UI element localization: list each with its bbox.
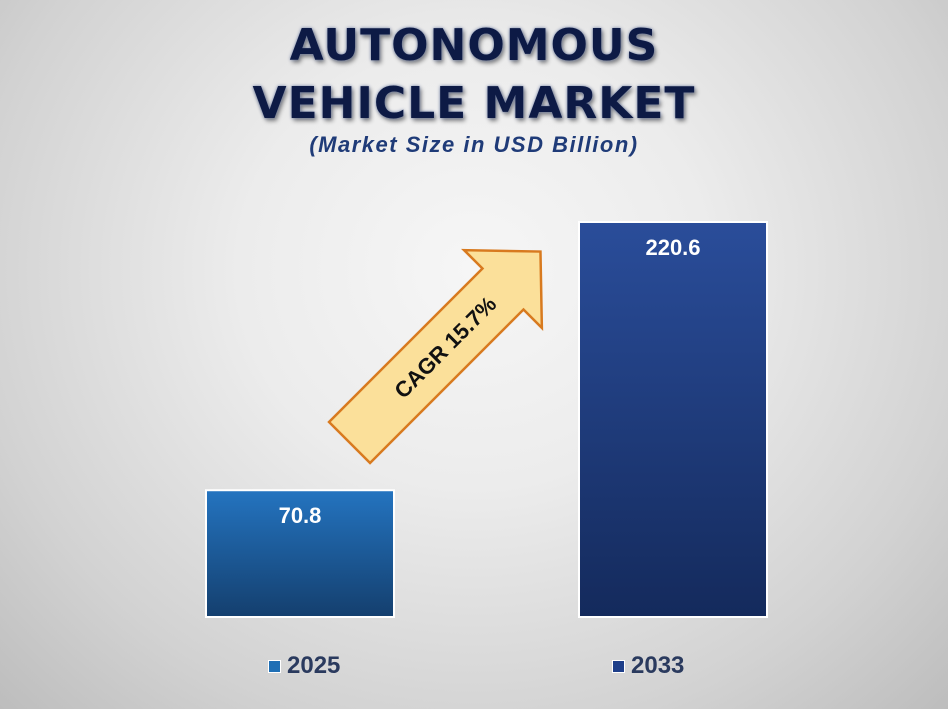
bar-2033: [578, 221, 768, 618]
bar-2025: [205, 489, 395, 619]
legend-item-2033: 2033: [612, 652, 684, 680]
data-label-2033: 220.6: [645, 235, 700, 260]
cagr-arrow: CAGR 15.7%: [327, 248, 544, 465]
legend-swatch-2025: [268, 659, 281, 673]
data-label-2025: 70.8: [279, 503, 322, 528]
legend-swatch-2033: [612, 659, 625, 673]
legend-item-2025: 2025: [268, 652, 340, 680]
legend-label-2025: 2025: [287, 652, 341, 679]
chart-subtitle: (Market Size in USD Billion): [309, 132, 639, 157]
chart-title-line2: VEHICLE MARKET: [252, 78, 696, 129]
chart-title-line1: AUTONOMOUS: [289, 20, 659, 71]
legend-label-2033: 2033: [631, 652, 685, 679]
